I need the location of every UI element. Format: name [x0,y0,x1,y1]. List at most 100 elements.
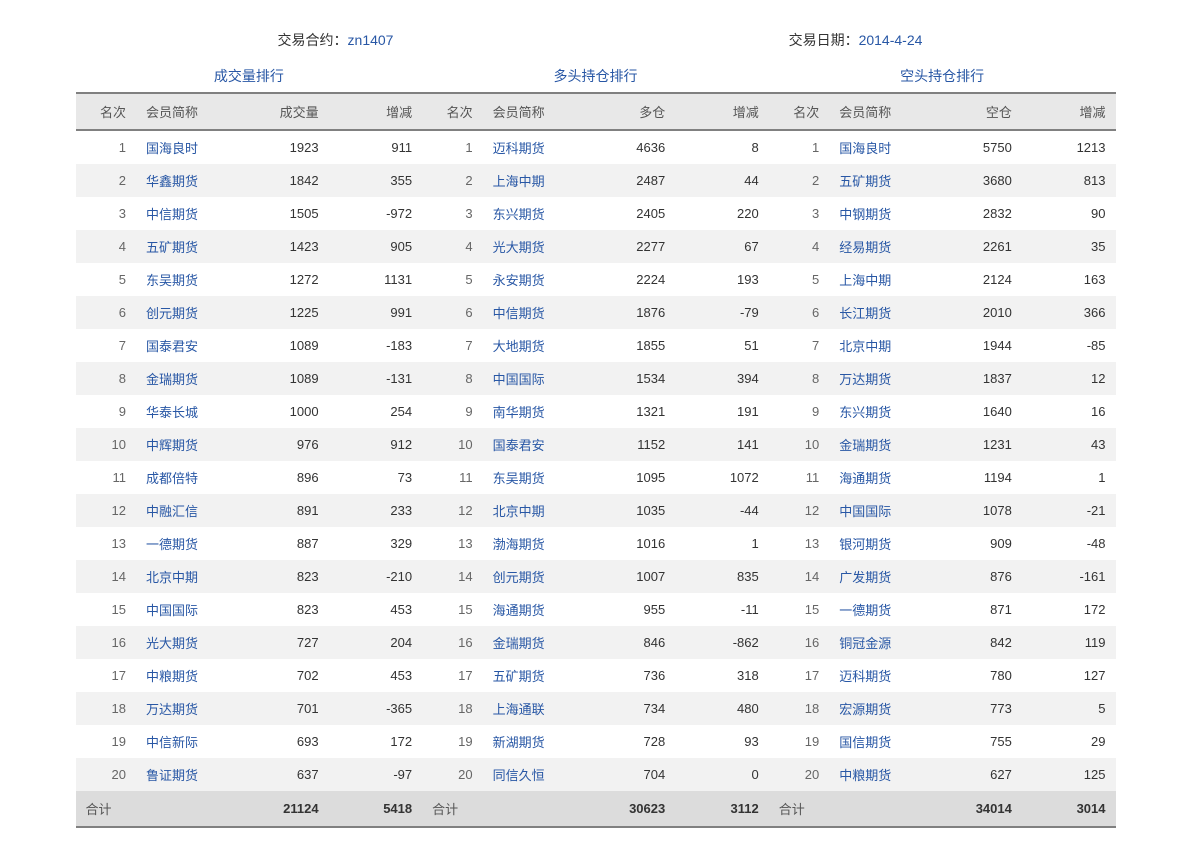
member-link[interactable]: 五矿期货 [483,659,582,692]
member-link[interactable]: 创元期货 [483,560,582,593]
short-cell: 2124 [928,263,1022,296]
long-cell: 2487 [582,164,676,197]
rank-cell: 20 [76,758,137,791]
member-link[interactable]: 鲁证期货 [136,758,235,791]
member-link[interactable]: 东兴期货 [829,395,928,428]
member-link[interactable]: 中信期货 [136,197,235,230]
member-link[interactable]: 中国国际 [483,362,582,395]
member-link[interactable]: 铜冠金源 [829,626,928,659]
member-link[interactable]: 同信久恒 [483,758,582,791]
rank-cell: 8 [769,362,830,395]
member-link[interactable]: 华泰长城 [136,395,235,428]
member-link[interactable]: 创元期货 [136,296,235,329]
rank-cell: 3 [76,197,137,230]
rank-cell: 14 [769,560,830,593]
table-row: 1国海良时19239111迈科期货463681国海良时57501213 [76,130,1116,164]
member-link[interactable]: 上海中期 [829,263,928,296]
member-link[interactable]: 中信新际 [136,725,235,758]
ranking-table: 名次 会员简称 成交量 增减 名次 会员简称 多仓 增减 名次 会员简称 空仓 … [76,92,1116,828]
change-cell: -48 [1022,527,1116,560]
member-link[interactable]: 新湖期货 [483,725,582,758]
member-link[interactable]: 永安期货 [483,263,582,296]
member-link[interactable]: 海通期货 [829,461,928,494]
member-link[interactable]: 北京中期 [829,329,928,362]
member-link[interactable]: 中融汇信 [136,494,235,527]
member-link[interactable]: 经易期货 [829,230,928,263]
member-link[interactable]: 金瑞期货 [829,428,928,461]
member-link[interactable]: 迈科期货 [829,659,928,692]
member-link[interactable]: 中国国际 [136,593,235,626]
member-link[interactable]: 宏源期货 [829,692,928,725]
member-link[interactable]: 中国国际 [829,494,928,527]
change-cell: -365 [329,692,423,725]
rank-cell: 18 [769,692,830,725]
rank-cell: 2 [422,164,483,197]
member-link[interactable]: 五矿期货 [829,164,928,197]
volume-cell: 1089 [235,362,329,395]
rank-cell: 18 [76,692,137,725]
long-cell: 2277 [582,230,676,263]
change-cell: 1131 [329,263,423,296]
member-link[interactable]: 中粮期货 [829,758,928,791]
member-link[interactable]: 中钢期货 [829,197,928,230]
rank-cell: 9 [769,395,830,428]
member-link[interactable]: 东兴期货 [483,197,582,230]
rank-cell: 6 [769,296,830,329]
member-link[interactable]: 光大期货 [136,626,235,659]
member-link[interactable]: 万达期货 [136,692,235,725]
member-link[interactable]: 南华期货 [483,395,582,428]
member-link[interactable]: 东吴期货 [136,263,235,296]
short-cell: 1194 [928,461,1022,494]
col-rank: 名次 [76,93,137,130]
long-cell: 2224 [582,263,676,296]
rank-cell: 4 [769,230,830,263]
change-cell: 73 [329,461,423,494]
member-link[interactable]: 国海良时 [136,130,235,164]
member-link[interactable]: 迈科期货 [483,130,582,164]
member-link[interactable]: 国泰君安 [136,329,235,362]
member-link[interactable]: 一德期货 [829,593,928,626]
member-link[interactable]: 上海中期 [483,164,582,197]
rank-cell: 5 [769,263,830,296]
member-link[interactable]: 成都倍特 [136,461,235,494]
member-link[interactable]: 银河期货 [829,527,928,560]
member-link[interactable]: 万达期货 [829,362,928,395]
member-link[interactable]: 国信期货 [829,725,928,758]
member-link[interactable]: 广发期货 [829,560,928,593]
member-link[interactable]: 北京中期 [483,494,582,527]
member-link[interactable]: 五矿期货 [136,230,235,263]
rank-cell: 12 [769,494,830,527]
member-link[interactable]: 一德期货 [136,527,235,560]
volume-cell: 896 [235,461,329,494]
member-link[interactable]: 金瑞期货 [483,626,582,659]
member-link[interactable]: 金瑞期货 [136,362,235,395]
member-link[interactable]: 国泰君安 [483,428,582,461]
rank-cell: 9 [76,395,137,428]
member-link[interactable]: 渤海期货 [483,527,582,560]
member-link[interactable]: 大地期货 [483,329,582,362]
member-link[interactable]: 中信期货 [483,296,582,329]
change-cell: 35 [1022,230,1116,263]
member-link[interactable]: 东吴期货 [483,461,582,494]
change-cell: 813 [1022,164,1116,197]
short-cell: 1231 [928,428,1022,461]
long-cell: 4636 [582,130,676,164]
table-row: 18万达期货701-36518上海通联73448018宏源期货7735 [76,692,1116,725]
volume-cell: 1423 [235,230,329,263]
member-link[interactable]: 华鑫期货 [136,164,235,197]
rank-cell: 19 [76,725,137,758]
member-link[interactable]: 长江期货 [829,296,928,329]
rank-cell: 12 [76,494,137,527]
member-link[interactable]: 光大期货 [483,230,582,263]
member-link[interactable]: 上海通联 [483,692,582,725]
long-cell: 1321 [582,395,676,428]
member-link[interactable]: 北京中期 [136,560,235,593]
rank-cell: 6 [76,296,137,329]
member-link[interactable]: 国海良时 [829,130,928,164]
member-link[interactable]: 海通期货 [483,593,582,626]
short-cell: 876 [928,560,1022,593]
change-cell: 125 [1022,758,1116,791]
member-link[interactable]: 中粮期货 [136,659,235,692]
total-label: 合计 [422,791,483,827]
member-link[interactable]: 中辉期货 [136,428,235,461]
